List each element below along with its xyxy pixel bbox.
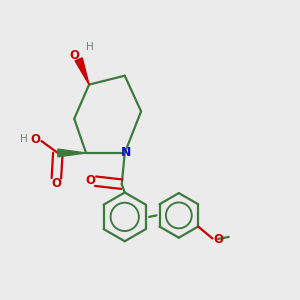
Polygon shape xyxy=(58,149,86,157)
Text: O: O xyxy=(51,177,62,190)
Text: H: H xyxy=(20,134,28,144)
Text: O: O xyxy=(213,233,223,246)
Text: O: O xyxy=(70,49,80,62)
Text: O: O xyxy=(85,174,95,187)
Polygon shape xyxy=(75,58,89,85)
Text: N: N xyxy=(120,146,131,160)
Text: H: H xyxy=(86,43,94,52)
Text: O: O xyxy=(31,133,40,146)
